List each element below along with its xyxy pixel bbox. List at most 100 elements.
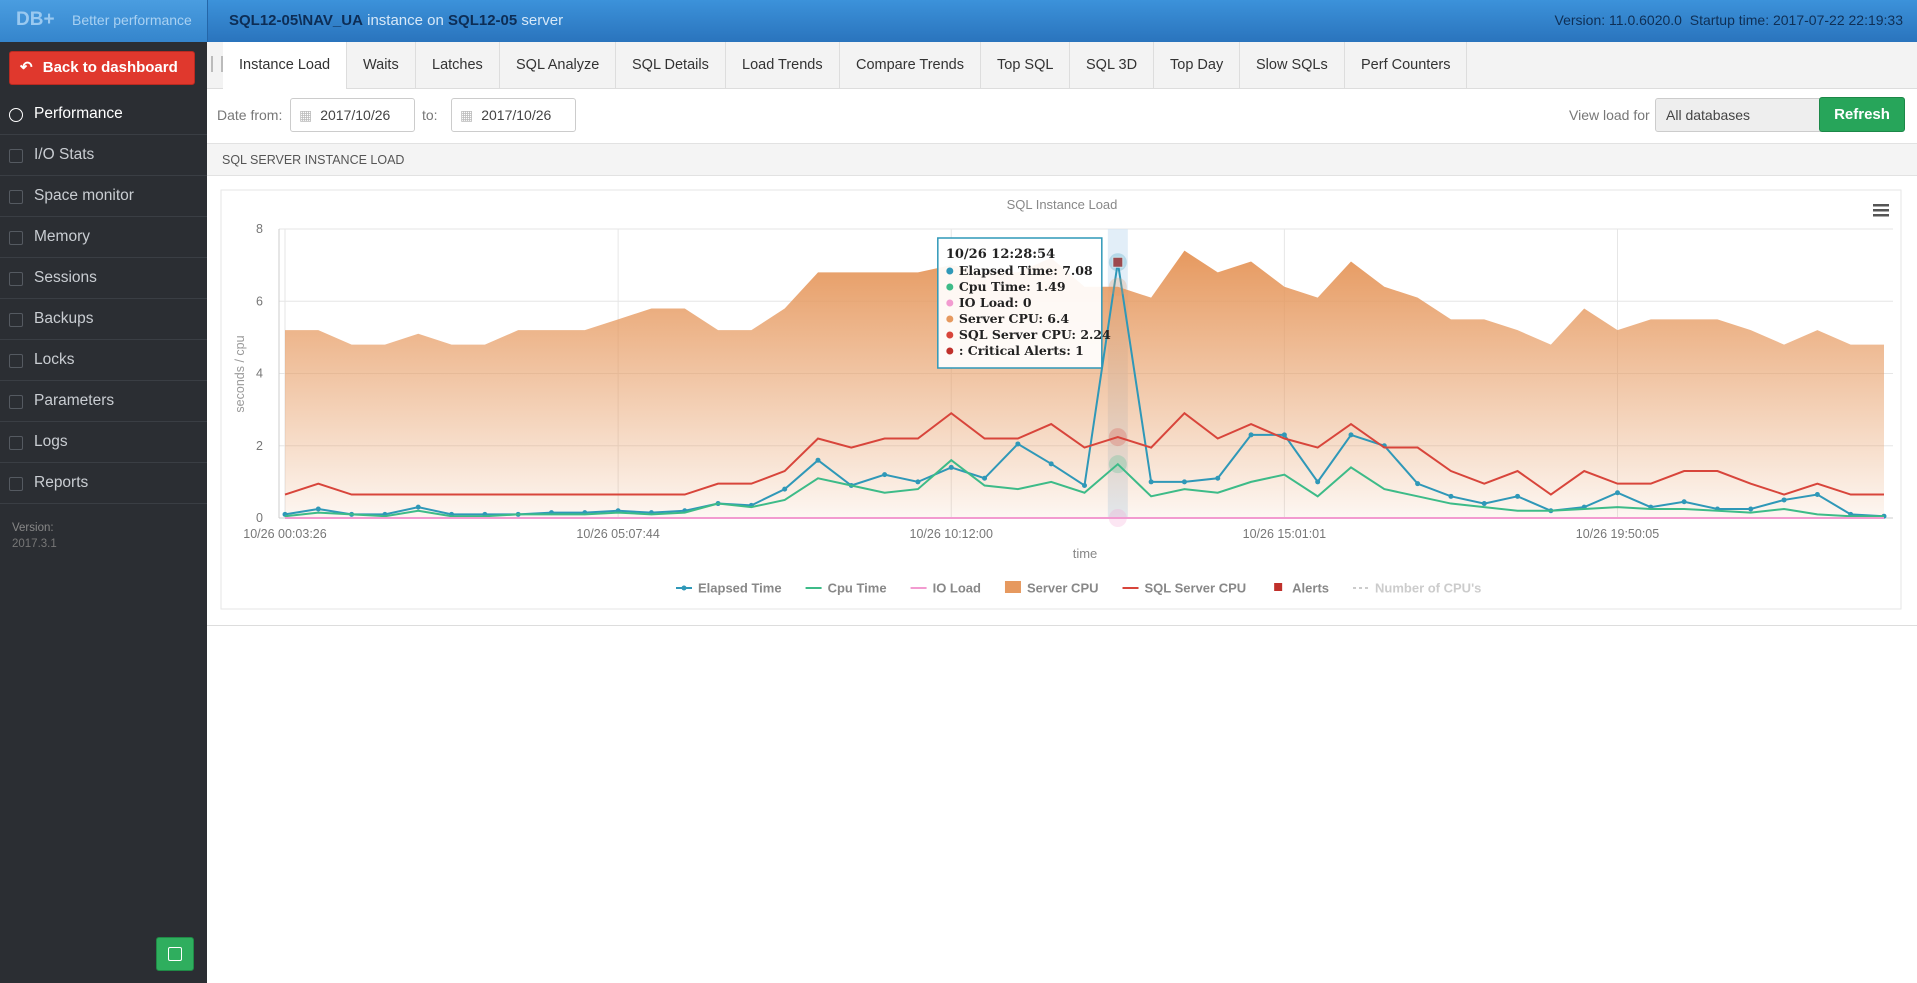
menu-item[interactable]: Space monitor [0,176,207,217]
point [782,486,788,492]
tab[interactable]: Slow SQLs [1240,42,1345,88]
point [1248,432,1254,438]
app-version: 2017.3.1 [12,538,57,550]
menu-icon [9,313,23,327]
menu-label: I/O Stats [34,146,95,163]
x-tick-label: 10/26 00:03:26 [243,527,326,541]
menu-label: Space monitor [34,187,134,204]
legend-symbol [1004,581,1021,593]
menu-icon [9,436,23,450]
menu-item[interactable]: Performance [0,94,207,135]
tab[interactable]: Compare Trends [840,42,981,88]
menu-label: Performance [34,105,123,122]
section-title: SQL SERVER INSTANCE LOAD [222,153,405,167]
point [1348,432,1354,438]
menu-icon [9,272,23,286]
menu-icon [9,477,23,491]
tab[interactable]: Top SQL [981,42,1071,88]
startup-time: Startup time: 2017-07-22 22:19:33 [1689,12,1903,28]
point [1181,479,1187,485]
menu-icon [9,108,23,122]
back-button[interactable]: ↶ Back to dashboard [9,51,195,85]
sidebar: ↶ Back to dashboard Performance I/O Stats… [0,42,207,983]
legend-label[interactable]: Alerts [1292,581,1329,596]
tooltip-item: SQL Server CPU: 2.24 [959,327,1111,342]
drag-handle [211,56,223,72]
menu-label: Reports [34,474,89,491]
date-to-input[interactable]: ▦ 2017/10/26 [451,98,576,132]
tooltip-item: : Critical Alerts: 1 [959,343,1084,358]
menu-icon [9,354,23,368]
tooltip-bullet [946,331,954,339]
date-from-input[interactable]: ▦ 2017/10/26 [290,98,415,132]
legend-label[interactable]: Number of CPU's [1375,581,1481,596]
tab[interactable]: SQL Analyze [500,42,617,88]
refresh-button[interactable]: Refresh [1819,97,1905,132]
server-version: Version: 11.0.6020.0 [1554,12,1682,28]
date-from-value: 2017/10/26 [320,107,391,123]
legend-label[interactable]: Elapsed Time [698,581,782,596]
y-tick-label: 2 [256,439,263,453]
date-from-label: Date from: [217,107,283,123]
menu-item[interactable]: Locks [0,340,207,381]
back-label: Back to dashboard [42,59,178,76]
tab[interactable]: Instance Load [223,42,348,89]
point [1315,479,1321,485]
hover-halo [1108,277,1127,296]
tab[interactable]: Perf Counters [1345,42,1468,88]
legend-label[interactable]: SQL Server CPU [1145,581,1247,596]
menu-item[interactable]: Parameters [0,381,207,422]
tab[interactable]: Waits [347,42,416,88]
point [1814,492,1820,498]
y-tick-label: 4 [256,367,263,381]
database-select[interactable]: All databases [1655,98,1823,132]
menu-item[interactable]: Sessions [0,258,207,299]
instance-text: instance on [367,12,444,29]
point [1281,432,1287,438]
line [284,411,1884,496]
point [315,506,321,512]
legend-symbol [681,585,687,591]
point [1615,490,1620,496]
tab[interactable]: SQL 3D [1070,42,1155,88]
menu-item[interactable]: Logs [0,422,207,463]
menu-icon [9,190,23,204]
y-tick-label: 0 [256,511,263,525]
play-icon [168,947,182,961]
version-label: Version: [12,522,54,534]
chart-title: SQL Instance Load [1007,197,1118,212]
point [1681,499,1687,505]
menu-label: Sessions [34,269,97,286]
point [982,475,988,481]
tooltip-item: Server CPU: 6.4 [959,311,1070,326]
tooltip-bullet [946,299,954,307]
legend-label[interactable]: IO Load [933,581,981,596]
top-bar: DB+ Better performance SQL12-05\NAV_UA i… [0,0,1917,42]
menu-item[interactable]: I/O Stats [0,135,207,176]
x-tick-label: 10/26 05:07:44 [576,527,659,541]
tab[interactable]: SQL Details [616,42,726,88]
menu-icon[interactable] [1873,204,1889,217]
tab[interactable]: Top Day [1154,42,1241,88]
menu-item[interactable]: Reports [0,463,207,504]
menu-label: Locks [34,351,75,368]
point [915,479,921,485]
menu-item[interactable]: Backups [0,299,207,340]
point [1781,497,1787,503]
tooltip-item: IO Load: 0 [959,295,1032,310]
legend-label[interactable]: Cpu Time [828,581,887,596]
tooltip-item: Cpu Time: 1.49 [959,279,1066,294]
legend-label[interactable]: Server CPU [1027,581,1099,596]
instance-info: SQL12-05\NAV_UA instance on SQL12-05 ser… [229,12,563,29]
menu-item[interactable]: Memory [0,217,207,258]
menu-icon [9,395,23,409]
play-button[interactable] [156,937,194,971]
point [1015,441,1021,447]
tab[interactable]: Load Trends [726,42,840,88]
server-text: server [521,12,564,29]
tab[interactable]: Latches [416,42,500,88]
filter-bar: Date from: ▦ 2017/10/26 to: ▦ 2017/10/26 V… [207,89,1917,143]
point [1748,506,1754,512]
